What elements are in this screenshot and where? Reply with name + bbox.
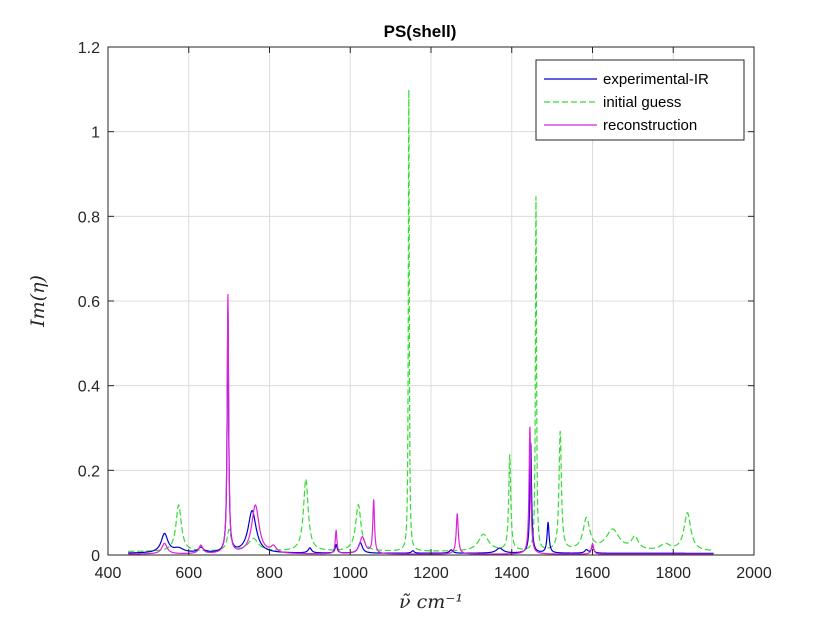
y-tick-label: 1.2	[78, 40, 100, 57]
series-line-reconstruction	[127, 293, 715, 555]
legend-label: experimental-IR	[603, 71, 709, 88]
x-tick-label: 1000	[332, 565, 368, 582]
legend-box	[535, 59, 745, 141]
y-tick-label: 0	[91, 548, 100, 565]
legend: experimental-IR initial guess reconstructi…	[535, 59, 745, 141]
x-tick-labels: 400 600 800 1000 1200 1400 1600 1800 2000	[95, 565, 772, 582]
y-tick-label: 0.2	[78, 463, 100, 480]
x-tick-label: 600	[175, 565, 202, 582]
legend-label: reconstruction	[603, 117, 697, 134]
y-axis-label: Im(η)	[27, 275, 49, 328]
x-tick-label: 800	[256, 565, 283, 582]
y-tick-label: 1	[91, 125, 100, 142]
y-tick-label: 0.8	[78, 209, 100, 226]
x-tick-label: 1200	[413, 565, 449, 582]
y-tick-labels: 0 0.2 0.4 0.6 0.8 1 1.2	[78, 40, 100, 565]
series-line-experimental-ir	[127, 309, 715, 554]
x-axis-label: ν̃ cm⁻¹	[399, 591, 463, 613]
legend-label: initial guess	[603, 94, 681, 111]
series-layer	[127, 89, 715, 555]
x-tick-label: 1400	[494, 565, 530, 582]
y-tick-label: 0.6	[78, 294, 100, 311]
axis-ticks	[107, 46, 755, 556]
x-tick-label: 1600	[575, 565, 611, 582]
chart-title: PS(shell)	[384, 22, 457, 41]
x-tick-label: 400	[95, 565, 122, 582]
series-line-initial-guess	[127, 89, 715, 552]
y-tick-label: 0.4	[78, 379, 100, 396]
x-tick-label: 2000	[736, 565, 772, 582]
x-tick-label: 1800	[655, 565, 691, 582]
